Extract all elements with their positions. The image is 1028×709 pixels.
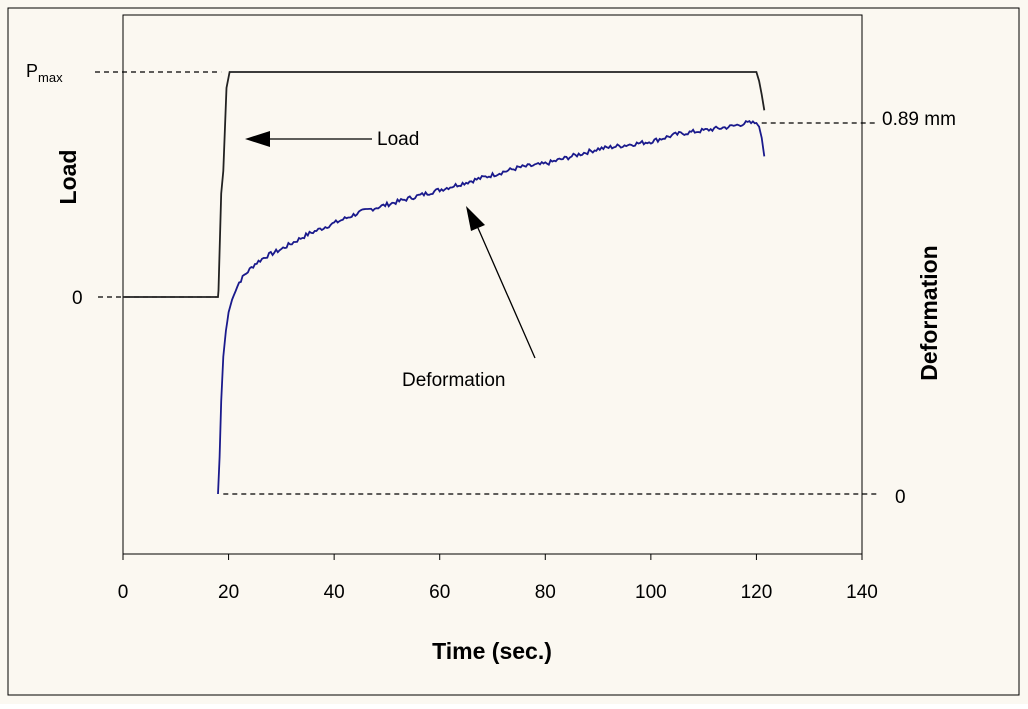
x-tick-label: 20 [218,582,239,603]
y-axis-title-right: Deformation [916,245,942,380]
plot-area-frame [122,14,863,555]
pmax-subscript: max [38,70,63,85]
pmax-main-text: P [26,61,38,81]
load-annotation-label: Load [377,129,419,150]
x-tick-label: 80 [535,582,556,603]
outer-frame [7,7,1020,696]
x-axis: 0 20 40 60 80 100 120 140 [118,554,878,603]
deformation-annotation-arrow-line [477,227,536,359]
x-tick-label: 100 [635,582,667,603]
series-line-deformation [217,119,766,495]
x-tick-label: 0 [118,582,129,603]
x-tick-label: 60 [429,582,450,603]
load-annotation-arrowhead [245,131,270,147]
series-line-load [123,71,766,298]
deformation-max-label: 0.89 mm [882,109,956,130]
deformation-zero-label: 0 [895,487,906,508]
load-zero-label: 0 [72,288,83,309]
x-tick-label: 40 [324,582,345,603]
x-axis-title: Time (sec.) [432,638,552,664]
deformation-annotation-label: Deformation [402,370,506,391]
deformation-annotation-arrowhead [466,206,485,231]
x-tick-label: 120 [741,582,773,603]
y-axis-title-left: Load [55,150,81,205]
x-tick-label: 140 [846,582,878,603]
pmax-label: Pmax [26,61,63,85]
